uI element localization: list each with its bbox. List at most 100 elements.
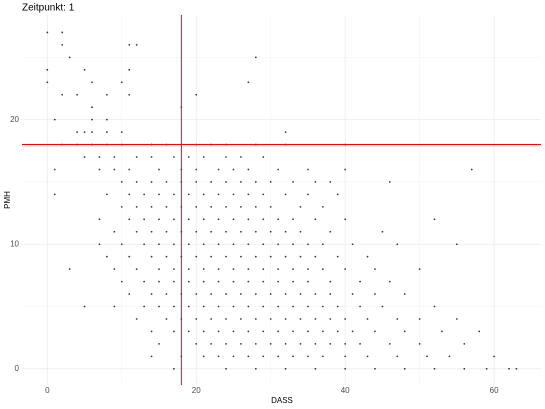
point <box>284 230 287 233</box>
point <box>128 168 131 171</box>
point <box>277 330 280 333</box>
point <box>351 330 354 333</box>
point <box>329 280 332 283</box>
point <box>195 342 198 345</box>
point <box>463 342 466 345</box>
point <box>254 293 257 295</box>
point <box>135 205 138 208</box>
point <box>120 280 123 283</box>
point <box>113 230 116 233</box>
point <box>202 330 205 333</box>
point <box>329 230 332 233</box>
point <box>292 355 294 358</box>
point <box>388 280 391 283</box>
point <box>165 293 168 295</box>
point <box>299 255 302 258</box>
point <box>240 293 242 295</box>
point <box>381 230 384 233</box>
point <box>135 230 138 233</box>
point <box>329 181 332 183</box>
point <box>91 131 93 134</box>
point <box>113 305 116 308</box>
point <box>105 118 108 121</box>
point <box>53 168 56 171</box>
point <box>321 243 324 246</box>
point <box>113 268 116 271</box>
point <box>433 305 436 308</box>
x-tick-label: 60 <box>490 386 499 395</box>
point <box>292 330 294 333</box>
point <box>158 168 160 171</box>
point <box>269 318 272 320</box>
point <box>61 43 64 46</box>
point <box>329 318 332 320</box>
point <box>217 168 220 171</box>
point <box>344 318 347 320</box>
point <box>187 268 190 271</box>
point <box>299 293 302 295</box>
point <box>150 255 153 258</box>
point <box>269 293 272 295</box>
point <box>210 342 213 345</box>
point <box>158 280 160 283</box>
point <box>299 318 302 320</box>
point <box>292 181 294 183</box>
point <box>217 305 220 308</box>
point <box>128 218 131 221</box>
point <box>418 268 421 271</box>
point <box>240 318 242 320</box>
point <box>91 81 93 84</box>
point <box>225 318 227 320</box>
point <box>344 355 347 358</box>
point <box>232 168 235 171</box>
point <box>284 367 287 370</box>
point <box>240 230 242 233</box>
point <box>247 268 250 271</box>
point <box>366 318 369 320</box>
point <box>98 168 101 171</box>
point <box>344 342 347 345</box>
point <box>366 355 369 358</box>
point <box>307 355 309 358</box>
point <box>225 205 227 208</box>
point <box>135 268 138 271</box>
point <box>143 218 146 221</box>
point <box>158 243 160 246</box>
point <box>269 205 272 208</box>
point <box>262 355 265 358</box>
point <box>470 168 473 171</box>
point <box>105 93 108 96</box>
point <box>247 305 250 308</box>
point <box>165 230 168 233</box>
point <box>359 305 361 308</box>
point <box>165 181 168 183</box>
point <box>277 305 280 308</box>
point <box>284 131 287 134</box>
point <box>210 181 213 183</box>
point <box>150 181 153 183</box>
point <box>150 205 153 208</box>
point <box>113 156 116 158</box>
point <box>143 280 146 283</box>
point <box>232 305 235 308</box>
point <box>277 168 280 171</box>
point <box>344 218 347 221</box>
point <box>98 218 101 221</box>
point <box>292 218 294 221</box>
point <box>321 355 324 358</box>
point <box>128 43 131 46</box>
point <box>463 367 466 370</box>
point <box>225 293 227 295</box>
point <box>396 243 399 246</box>
point <box>232 218 235 221</box>
point <box>262 193 265 196</box>
point <box>150 330 153 333</box>
point <box>91 106 93 109</box>
point <box>225 255 227 258</box>
point <box>173 243 175 246</box>
point <box>61 93 64 96</box>
point <box>344 367 347 370</box>
point <box>247 355 250 358</box>
point <box>135 156 138 158</box>
point <box>307 280 309 283</box>
